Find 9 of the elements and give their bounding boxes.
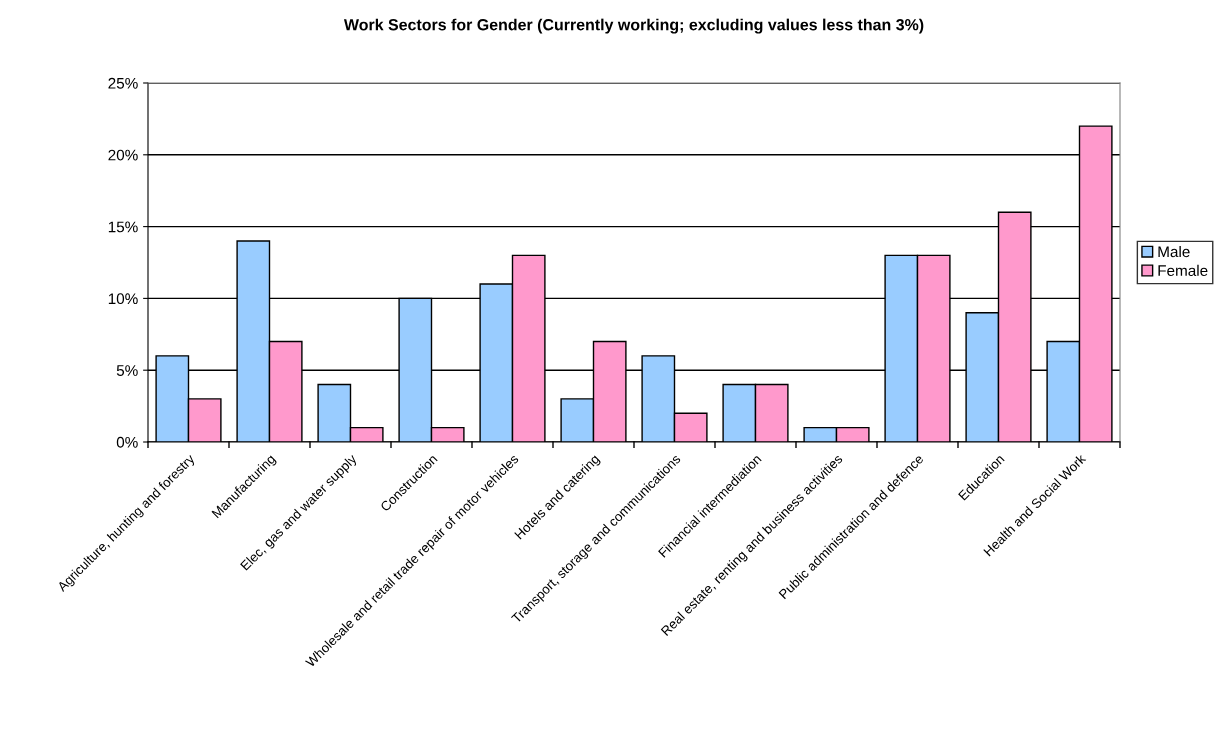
y-tick-label: 15% xyxy=(108,221,138,233)
y-tick-label: 25% xyxy=(108,77,138,89)
legend-label: Female xyxy=(1158,264,1208,277)
legend-label: Male xyxy=(1158,245,1190,258)
y-tick-label: 5% xyxy=(116,365,138,376)
y-tick-label: 20% xyxy=(108,149,138,161)
y-tick-label: 10% xyxy=(108,293,138,305)
y-tick-label: 0% xyxy=(116,436,138,448)
chart-title: Work Sectors for Gender (Currently working; excluding values less than 3%) xyxy=(343,18,924,34)
